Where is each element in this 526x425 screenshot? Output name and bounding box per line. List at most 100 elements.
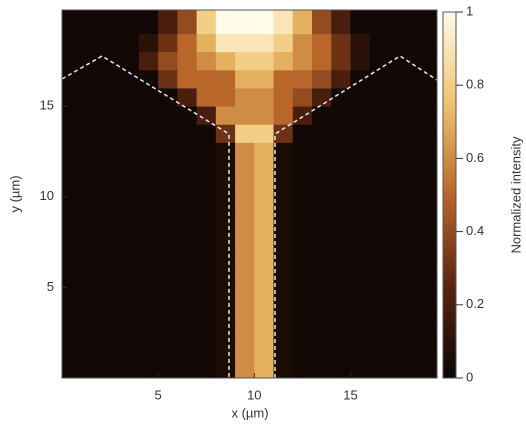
heatmap-cell [62,10,82,34]
heatmap-cell [293,70,313,89]
heatmap-cell [254,160,274,179]
heatmap-cell [350,324,370,343]
heatmap-cell [293,251,313,270]
heatmap-cell [293,124,313,143]
heatmap-cell [216,215,236,234]
heatmap-cell [100,142,120,161]
heatmap-cell [177,124,197,143]
heatmap-cell [254,88,274,107]
heatmap-cell [293,324,313,343]
colorbar [443,12,456,378]
heatmap-cell [293,179,313,198]
heatmap-cell [312,34,332,53]
heatmap-cell [254,197,274,216]
heatmap-cell [389,342,409,361]
heatmap-cell [197,233,217,252]
heatmap-cell [293,142,313,161]
heatmap-cell [389,215,409,234]
heatmap-cell [197,70,217,89]
y-tick-label: 15 [40,98,54,113]
heatmap-cell [216,70,236,89]
heatmap-cell [350,142,370,161]
heatmap-cell [235,324,255,343]
heatmap-cell [197,215,217,234]
heatmap-cell [62,34,82,53]
heatmap-cell [177,34,197,53]
heatmap-cell [370,124,390,143]
heatmap-cell [370,360,390,379]
heatmap-cell [331,106,351,125]
heatmap-cell [81,52,101,71]
heatmap-cell [100,324,120,343]
heatmap-cell [235,34,255,53]
heatmap-cell [254,179,274,198]
heatmap-cell [370,106,390,125]
heatmap-cell [139,34,159,53]
heatmap-cell [177,142,197,161]
heatmap-cell [177,10,197,34]
heatmap-cell [274,305,294,324]
heatmap-cell [197,269,217,288]
heatmap-cell [370,269,390,288]
heatmap-cell [350,160,370,179]
heatmap-cell [81,251,101,270]
x-tick-label: 10 [247,387,261,402]
heatmap-cell [293,360,313,379]
heatmap-cell [293,52,313,71]
heatmap-cell [254,342,274,361]
heatmap-cell [177,233,197,252]
heatmap-cell [293,342,313,361]
heatmap-cell [408,342,437,361]
heatmap-cell [197,251,217,270]
heatmap-cell [62,160,82,179]
heatmap-cell [312,269,332,288]
heatmap-cell [389,360,409,379]
heatmap-cell [81,215,101,234]
heatmap-cell [312,197,332,216]
heatmap-cell [100,70,120,89]
heatmap-cell [139,52,159,71]
heatmap-cell [274,70,294,89]
heatmap-cell [408,215,437,234]
heatmap-cell [408,287,437,306]
heatmap-cell [235,197,255,216]
heatmap-cell [293,269,313,288]
heatmap-cell [370,305,390,324]
heatmap-cell [177,70,197,89]
heatmap-cell [254,269,274,288]
heatmap-cell [139,360,159,379]
heatmap-cell [81,10,101,34]
heatmap-cell [120,251,140,270]
heatmap-cell [312,160,332,179]
heatmap-cell [139,88,159,107]
heatmap-cell [139,160,159,179]
heatmap-cell [216,251,236,270]
heatmap-cell [331,305,351,324]
heatmap-cell [197,160,217,179]
heatmap-cell [408,197,437,216]
heatmap-cell [120,215,140,234]
heatmap-cell [235,160,255,179]
heatmap-cell [235,215,255,234]
heatmap-cell [370,179,390,198]
heatmap-cell [197,124,217,143]
heatmap-cell [350,233,370,252]
heatmap-cell [408,88,437,107]
heatmap-cell [216,233,236,252]
heatmap-cell [331,197,351,216]
heatmap-cell [293,34,313,53]
heatmap-cell [350,179,370,198]
heatmap-cell [158,305,178,324]
heatmap-cell [120,179,140,198]
heatmap-cell [408,324,437,343]
heatmap-cell [158,124,178,143]
heatmap-cell [293,88,313,107]
heatmap-cell [350,124,370,143]
heatmap-cell [216,106,236,125]
heatmap-cell [274,251,294,270]
heatmap-cell [216,197,236,216]
heatmap-cell [408,233,437,252]
heatmap-cell [197,106,217,125]
heatmap-cell [216,305,236,324]
heatmap-cell [177,269,197,288]
